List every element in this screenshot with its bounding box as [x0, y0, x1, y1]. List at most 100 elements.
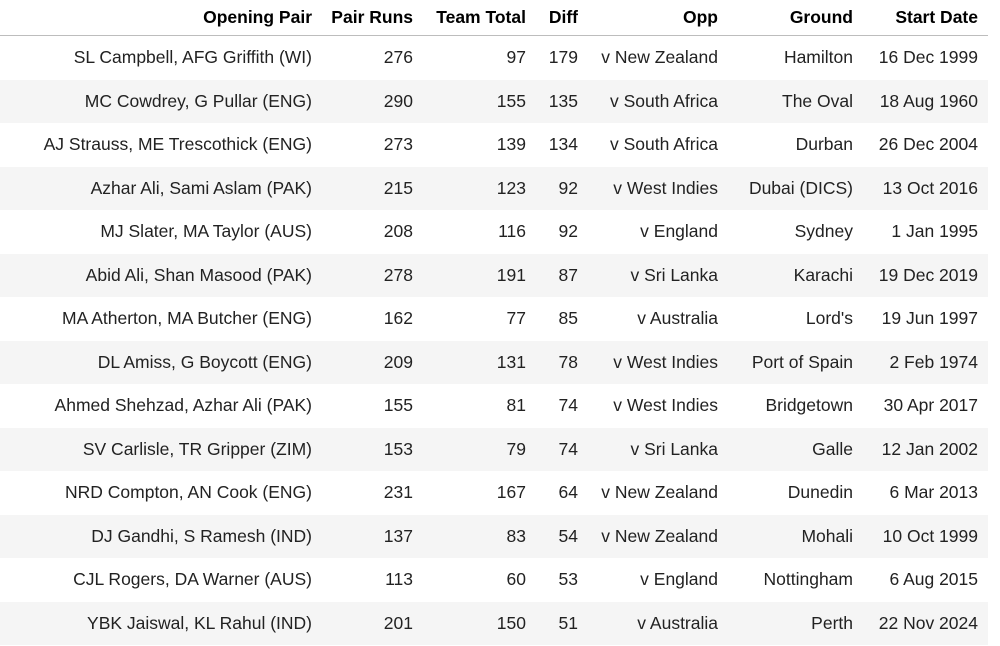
cell-ground: Sydney [794, 221, 853, 242]
header-opp[interactable]: Opp [588, 0, 728, 36]
table-row: AJ Strauss, ME Trescothick (ENG) 273 139 13… [0, 123, 988, 167]
header-row: Opening Pair Pair Runs Team Total Diff O… [0, 0, 988, 36]
table-row: YBK Jaiswal, KL Rahul (IND) 201 150 51 v Aus… [0, 601, 988, 645]
cell-opp: v Sri Lanka [588, 253, 728, 297]
cell-pair-runs: 162 [383, 308, 413, 329]
cell-team-total: 97 [506, 47, 526, 68]
cell-diff: 85 [558, 308, 578, 329]
cell-diff: 179 [548, 47, 578, 68]
header-team-total[interactable]: Team Total [423, 0, 536, 36]
cell-team-total: 139 [496, 134, 526, 155]
cell-ground: Lord's [805, 308, 853, 329]
table-row: Azhar Ali, Sami Aslam (PAK) 215 123 92 v Wes… [0, 166, 988, 210]
cell-team-total: 155 [423, 79, 536, 123]
cell-ground: Nottingham [763, 569, 854, 590]
cell-pair-runs: 276 [383, 47, 413, 68]
cell-opp: v England [640, 569, 718, 590]
cell-opp: v West Indies [613, 395, 718, 416]
table-row: SL Campbell, AFG Griffith (WI) 276 97 179 v … [0, 36, 988, 80]
cell-team-total: 191 [423, 253, 536, 297]
cell-start-date: 26 Dec 2004 [878, 134, 978, 155]
cell-pair-runs: 201 [322, 601, 423, 645]
cell-team-total: 60 [506, 569, 526, 590]
header-ground[interactable]: Ground [728, 0, 863, 36]
cell-opening-pair: NRD Compton, AN Cook (ENG) [64, 482, 312, 503]
cell-diff: 92 [558, 221, 578, 242]
cell-start-date: 19 Dec 2019 [863, 253, 988, 297]
cell-start-date: 16 Dec 1999 [878, 47, 978, 68]
cell-team-total: 79 [423, 427, 536, 471]
cell-opp: v South Africa [588, 79, 728, 123]
cell-opp: v New Zealand [601, 482, 718, 503]
cell-start-date: 19 Jun 1997 [881, 308, 978, 329]
cell-opp: v New Zealand [601, 47, 718, 68]
cell-diff: 87 [536, 253, 588, 297]
cell-diff: 54 [536, 514, 588, 558]
cell-opening-pair: MA Atherton, MA Butcher (ENG) [62, 308, 312, 329]
cell-pair-runs: 137 [322, 514, 423, 558]
cell-team-total: 83 [423, 514, 536, 558]
cell-team-total: 116 [498, 221, 526, 242]
header-diff[interactable]: Diff [536, 0, 588, 36]
cell-opening-pair: CJL Rogers, DA Warner (AUS) [73, 569, 312, 590]
cell-diff: 135 [536, 79, 588, 123]
cell-ground: Port of Spain [728, 340, 863, 384]
table-row: Ahmed Shehzad, Azhar Ali (PAK) 155 81 74 v W… [0, 384, 988, 428]
cell-ground: Dunedin [787, 482, 853, 503]
cell-start-date: 30 Apr 2017 [883, 395, 978, 416]
cell-pair-runs: 155 [383, 395, 413, 416]
cell-ground: Mohali [728, 514, 863, 558]
cell-opp: v Australia [588, 601, 728, 645]
cell-team-total: 81 [506, 395, 526, 416]
table-row: MA Atherton, MA Butcher (ENG) 162 77 85 v Au… [0, 297, 988, 341]
cell-opening-pair: MJ Slater, MA Taylor (AUS) [100, 221, 312, 242]
header-pair-runs[interactable]: Pair Runs [322, 0, 423, 36]
cell-ground: Perth [728, 601, 863, 645]
cell-start-date: 18 Aug 1960 [863, 79, 988, 123]
cell-ground: The Oval [728, 79, 863, 123]
table-row: MJ Slater, MA Taylor (AUS) 208 116 92 v Engl… [0, 210, 988, 254]
cell-diff: 78 [536, 340, 588, 384]
header-opening-pair[interactable]: Opening Pair [0, 0, 322, 36]
cell-ground: Karachi [728, 253, 863, 297]
cell-pair-runs: 208 [383, 221, 413, 242]
cell-ground: Bridgetown [765, 395, 853, 416]
cell-ground: Dubai (DICS) [728, 166, 863, 210]
cell-start-date: 22 Nov 2024 [863, 601, 988, 645]
cell-opp: v West Indies [588, 166, 728, 210]
table-row: DL Amiss, G Boycott (ENG) 209 131 78 v West … [0, 340, 988, 384]
table-row: Abid Ali, Shan Masood (PAK) 278 191 87 v Sri… [0, 253, 988, 297]
header-start-date[interactable]: Start Date [863, 0, 988, 36]
cell-opening-pair: Ahmed Shehzad, Azhar Ali (PAK) [54, 395, 312, 416]
cell-pair-runs: 215 [322, 166, 423, 210]
cell-team-total: 131 [423, 340, 536, 384]
cell-diff: 51 [536, 601, 588, 645]
cell-opening-pair: Abid Ali, Shan Masood (PAK) [0, 253, 322, 297]
cell-pair-runs: 290 [322, 79, 423, 123]
cell-diff: 53 [558, 569, 578, 590]
cell-opening-pair: DL Amiss, G Boycott (ENG) [0, 340, 322, 384]
cell-team-total: 123 [423, 166, 536, 210]
cell-start-date: 6 Aug 2015 [889, 569, 978, 590]
table-row: SV Carlisle, TR Gripper (ZIM) 153 79 74 v Sr… [0, 427, 988, 471]
cell-diff: 74 [536, 427, 588, 471]
cell-start-date: 10 Oct 1999 [863, 514, 988, 558]
cell-diff: 134 [548, 134, 578, 155]
cell-ground: Hamilton [783, 47, 853, 68]
table-row: NRD Compton, AN Cook (ENG) 231 167 64 v New … [0, 471, 988, 515]
cell-opp: v Australia [637, 308, 718, 329]
cell-ground: Galle [728, 427, 863, 471]
cell-opening-pair: SV Carlisle, TR Gripper (ZIM) [0, 427, 322, 471]
cell-start-date: 1 Jan 1995 [891, 221, 978, 242]
cell-opening-pair: DJ Gandhi, S Ramesh (IND) [0, 514, 322, 558]
table-row: DJ Gandhi, S Ramesh (IND) 137 83 54 v New Ze… [0, 514, 988, 558]
cell-diff: 92 [536, 166, 588, 210]
cell-opening-pair: MC Cowdrey, G Pullar (ENG) [0, 79, 322, 123]
cell-start-date: 12 Jan 2002 [863, 427, 988, 471]
cell-opening-pair: YBK Jaiswal, KL Rahul (IND) [0, 601, 322, 645]
cell-pair-runs: 113 [385, 569, 413, 590]
cell-pair-runs: 231 [383, 482, 413, 503]
cell-pair-runs: 209 [322, 340, 423, 384]
cell-opening-pair: SL Campbell, AFG Griffith (WI) [73, 47, 312, 68]
